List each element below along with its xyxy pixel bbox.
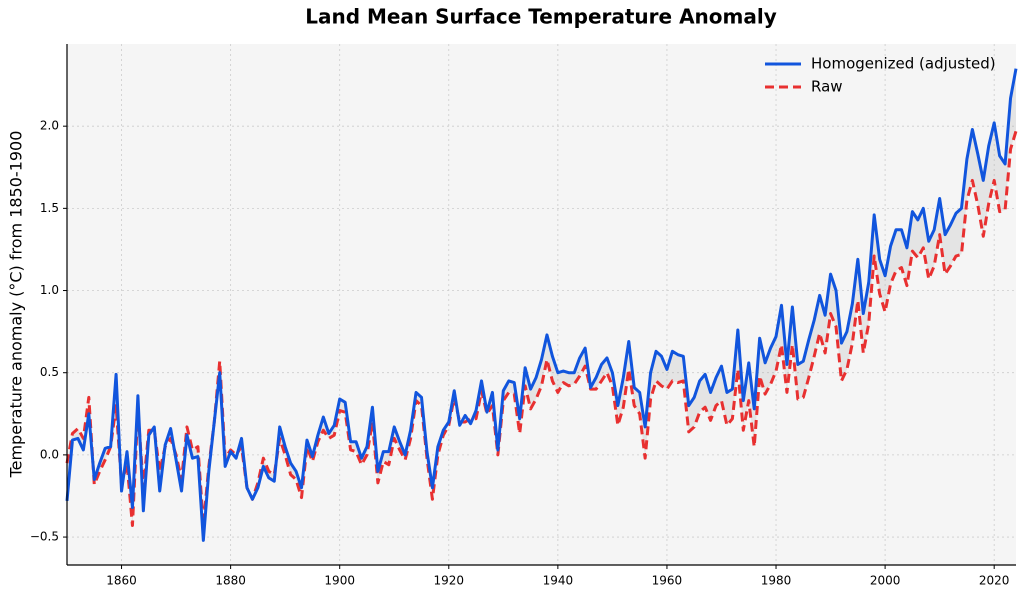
chart-title: Land Mean Surface Temperature Anomaly: [305, 5, 777, 29]
y-tick-label: 2.0: [40, 119, 59, 133]
line-series: [65, 68, 1018, 542]
y-tick-label: 0.0: [40, 447, 59, 461]
x-tick-label: 1880: [215, 574, 246, 588]
x-tick-label: 2020: [979, 574, 1010, 588]
x-tick-label: 1920: [434, 574, 465, 588]
legend-label: Homogenized (adjusted): [811, 55, 996, 73]
y-axis-label: Temperature anomaly (°C) from 1850-1900: [7, 131, 26, 479]
y-tick-label: 1.0: [40, 283, 59, 297]
x-tick-label: 1940: [543, 574, 574, 588]
y-tick-label: 1.5: [40, 201, 59, 215]
x-tick-label: 1860: [106, 574, 137, 588]
x-tick-label: 2000: [870, 574, 901, 588]
plot-background: [67, 44, 1016, 565]
x-tick-label: 1900: [324, 574, 355, 588]
legend-label: Raw: [811, 78, 843, 96]
x-tick-label: 1980: [761, 574, 792, 588]
y-tick-label: 0.5: [40, 365, 59, 379]
y-tick-label: −0.5: [30, 530, 59, 544]
x-tick-label: 1960: [652, 574, 683, 588]
